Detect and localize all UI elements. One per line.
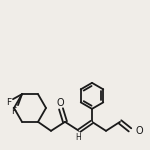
- Text: O: O: [56, 98, 64, 108]
- Text: F: F: [11, 107, 16, 116]
- Text: O: O: [135, 126, 143, 136]
- Text: H: H: [75, 133, 81, 142]
- Text: F: F: [6, 98, 12, 107]
